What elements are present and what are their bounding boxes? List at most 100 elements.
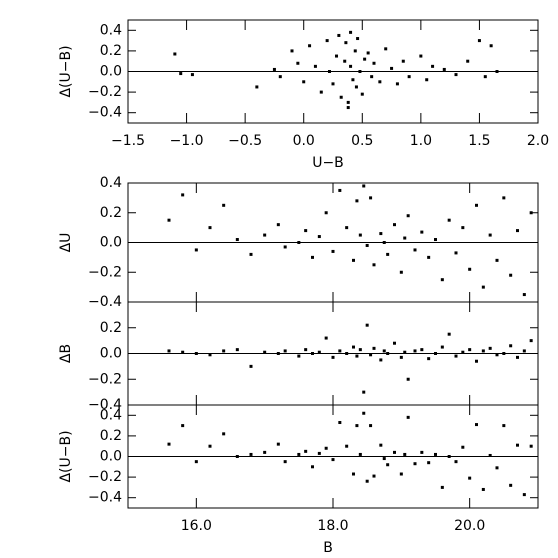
point [339, 95, 343, 99]
point [420, 450, 424, 454]
point [481, 487, 485, 491]
point [278, 75, 282, 79]
point [304, 348, 308, 352]
y-tick-label: −0.4 [88, 397, 122, 413]
point [481, 285, 485, 289]
point [454, 73, 458, 77]
point [384, 47, 388, 51]
point [522, 349, 526, 353]
point [297, 241, 301, 244]
point [222, 203, 226, 207]
point [502, 352, 506, 355]
point [276, 442, 280, 446]
point [179, 72, 183, 76]
point [420, 230, 424, 234]
point [529, 444, 533, 448]
point [440, 485, 444, 489]
point [454, 460, 458, 464]
point [324, 336, 328, 340]
x-tick-label: 1.5 [468, 133, 490, 149]
y-tick-label: −0.2 [88, 84, 122, 100]
point [355, 199, 359, 203]
y-axis-label: ΔB [58, 344, 74, 363]
point [308, 44, 312, 48]
point [447, 332, 451, 336]
point [335, 54, 339, 58]
point [249, 252, 253, 256]
x-tick-label: −1.0 [170, 133, 204, 149]
point [276, 223, 280, 227]
point [403, 350, 407, 354]
point [349, 30, 353, 34]
point [181, 193, 185, 197]
point [522, 293, 526, 297]
point [324, 211, 328, 215]
point [338, 421, 342, 425]
y-tick-label: 0.2 [100, 43, 122, 59]
y-tick-label: 0.2 [100, 205, 122, 221]
x-tick-label: 1.0 [410, 133, 432, 149]
point [406, 415, 410, 419]
y-axis-label: ΔU [58, 233, 74, 253]
point [365, 479, 369, 483]
point [194, 248, 198, 252]
y-tick-label: 0.2 [100, 428, 122, 444]
point [263, 233, 267, 237]
x-axis-label: B [323, 540, 333, 556]
point [477, 39, 481, 43]
point [345, 226, 349, 230]
point [263, 350, 267, 354]
point [344, 41, 348, 45]
point [208, 353, 212, 357]
point [311, 465, 314, 469]
point [495, 353, 499, 357]
point [190, 73, 194, 77]
x-tick-label: 16.0 [181, 518, 212, 534]
point [352, 345, 355, 349]
point [222, 432, 226, 436]
x-tick-label: −1.5 [111, 133, 145, 149]
point [338, 188, 342, 192]
point [181, 424, 185, 428]
point [390, 66, 394, 70]
point [222, 349, 226, 353]
point [447, 455, 451, 458]
point [369, 353, 373, 357]
point [354, 85, 358, 89]
point [337, 33, 341, 37]
point [386, 352, 390, 355]
point [319, 90, 323, 94]
x-tick-label: 0.0 [293, 133, 315, 149]
point [208, 226, 212, 230]
point [516, 229, 519, 233]
point [358, 70, 362, 73]
point [331, 355, 335, 359]
point [296, 61, 300, 65]
point [431, 64, 435, 68]
point [395, 82, 399, 86]
point [434, 352, 437, 355]
point [235, 348, 239, 352]
point [379, 232, 383, 236]
point [475, 203, 478, 207]
point [249, 452, 253, 456]
point [331, 458, 335, 462]
point [338, 349, 342, 353]
y-tick-label: 0.4 [100, 22, 122, 38]
point [366, 51, 370, 55]
y-tick-label: −0.2 [88, 264, 122, 280]
point [355, 424, 359, 428]
x-tick-label: 20.0 [454, 518, 485, 534]
point [345, 352, 349, 355]
y-tick-label: −0.4 [88, 490, 122, 506]
point [420, 348, 424, 352]
point [304, 449, 308, 453]
point [249, 364, 253, 368]
point [386, 252, 390, 256]
point [360, 92, 364, 96]
point [352, 258, 355, 262]
point [393, 223, 396, 227]
point [393, 450, 396, 454]
point [352, 472, 355, 476]
point [351, 78, 355, 82]
